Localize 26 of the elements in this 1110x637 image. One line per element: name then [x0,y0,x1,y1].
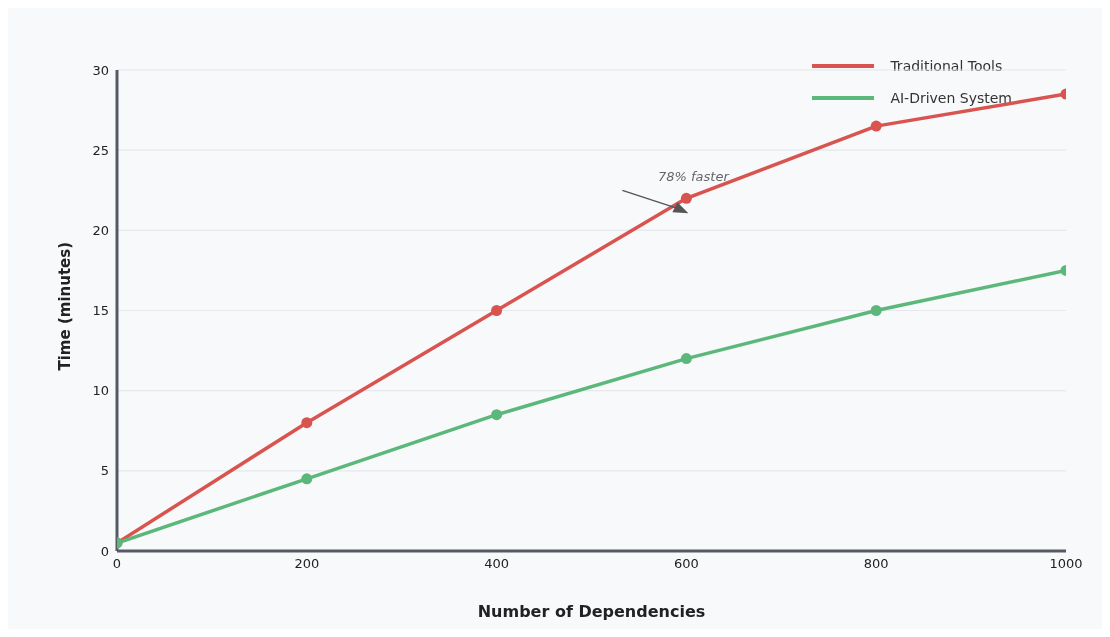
y-tick-label: 25 [92,142,109,158]
legend-label: Traditional Tools [890,58,1003,74]
point [870,305,882,316]
y-axis-title: Time (minutes) [56,241,75,371]
point [680,192,692,204]
x-tick-label: 0 [112,556,122,572]
legend-label: AI-Driven System [890,90,1012,106]
point [680,353,692,365]
x-tick-label: 200 [294,556,320,572]
y-tick-label: 10 [92,383,109,399]
x-tick-label: 1000 [1049,556,1083,572]
y-tick-label: 0 [100,543,109,559]
y-tick-label: 30 [92,62,109,78]
point [491,409,503,421]
point [301,473,313,485]
point [491,305,503,316]
x-axis-title: Number of Dependencies [477,602,706,621]
y-tick-label: 20 [92,222,109,238]
y-tick-label: 5 [100,463,109,479]
x-tick-label: 400 [484,556,510,572]
point [301,417,313,429]
x-tick-label: 800 [863,556,889,572]
y-tick-label: 15 [92,303,109,319]
annotation: 78% faster [658,169,731,185]
point [870,120,882,132]
x-tick-label: 600 [673,556,699,572]
